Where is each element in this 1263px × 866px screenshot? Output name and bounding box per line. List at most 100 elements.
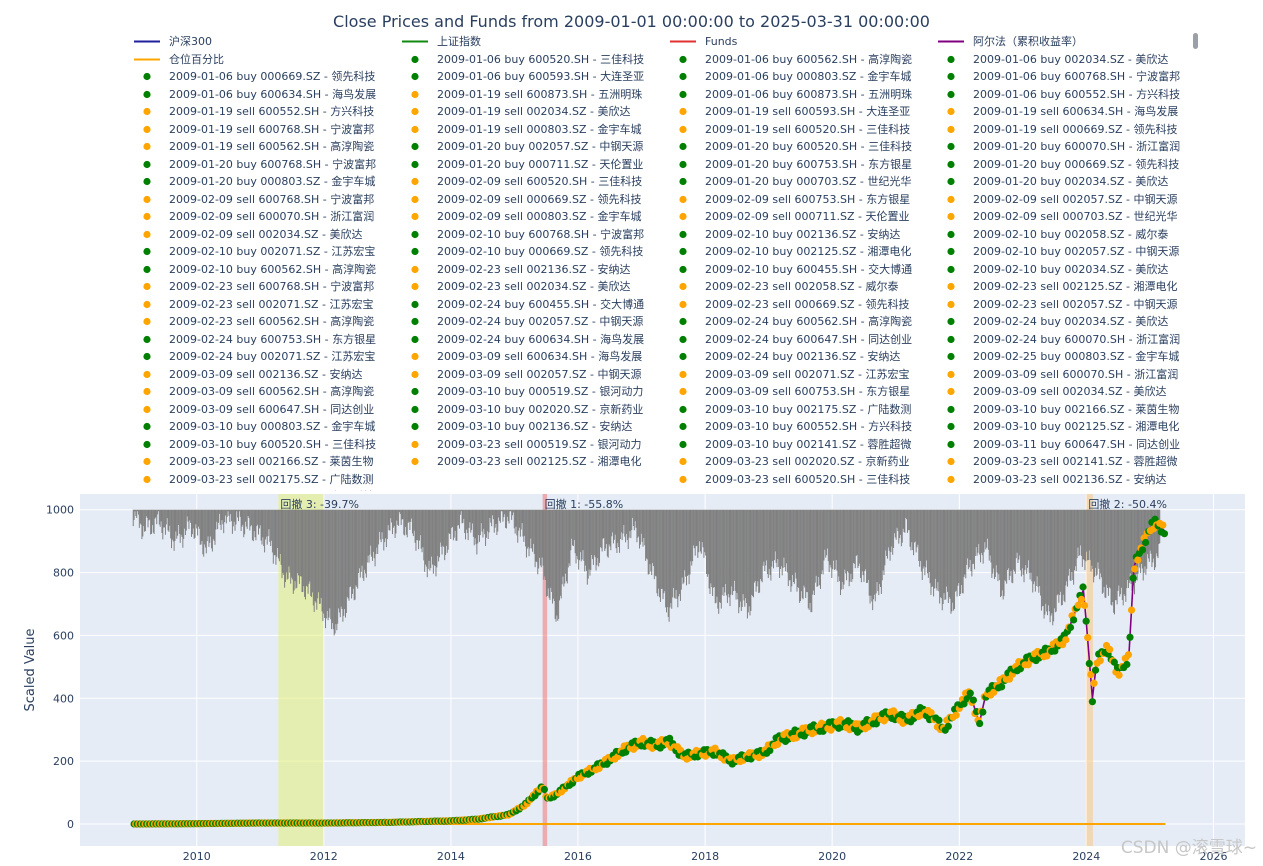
legend-trade-item[interactable]: 2009-02-23 sell 002136.SZ - 安纳达 <box>400 261 662 278</box>
legend-trade-item[interactable]: 2009-03-10 buy 002175.SZ - 广陆数测 <box>668 401 930 418</box>
legend-trade-item[interactable]: 2009-02-10 buy 600562.SH - 高淳陶瓷 <box>132 261 394 278</box>
legend-trade-item[interactable]: 2009-03-11 buy 600647.SH - 同达创业 <box>936 436 1192 453</box>
legend-trade-item[interactable]: 2009-03-23 sell 002136.SZ - 安纳达 <box>936 471 1192 488</box>
legend-trade-item[interactable]: 2009-02-10 buy 002034.SZ - 美欣达 <box>936 261 1192 278</box>
legend-trade-item[interactable]: 2009-02-23 sell 000669.SZ - 领先科技 <box>668 296 930 313</box>
legend-trade-item[interactable]: 2009-02-10 buy 002071.SZ - 江苏宏宝 <box>132 243 394 260</box>
legend-trade-item[interactable]: 2009-03-09 sell 600753.SH - 东方银星 <box>668 383 930 400</box>
legend-trade-item[interactable]: 2009-02-09 sell 600768.SH - 宁波富邦 <box>132 191 394 208</box>
legend-trade-item[interactable]: 2009-02-24 buy 600753.SH - 东方银星 <box>132 331 394 348</box>
legend-line-item[interactable]: 仓位百分比 <box>132 51 394 68</box>
legend-trade-item[interactable]: 2009-03-10 buy 000803.SZ - 金宇车城 <box>132 418 394 435</box>
legend-trade-item[interactable]: 2009-01-19 sell 000803.SZ - 金宇车城 <box>400 121 662 138</box>
legend-trade-item[interactable]: 2009-01-06 buy 000669.SZ - 领先科技 <box>132 68 394 85</box>
legend-trade-item[interactable]: 2009-03-10 buy 600552.SH - 方兴科技 <box>668 418 930 435</box>
legend-line-item[interactable]: 阿尔法（累积收益率） <box>936 33 1192 50</box>
legend-trade-item[interactable]: 2009-02-24 buy 600562.SH - 高淳陶瓷 <box>668 313 930 330</box>
legend-trade-item[interactable]: 2009-02-10 buy 002125.SZ - 湘潭电化 <box>668 243 930 260</box>
legend-trade-item[interactable]: 2009-03-09 sell 002136.SZ - 安纳达 <box>132 366 394 383</box>
legend-trade-item[interactable]: 2009-02-09 sell 002034.SZ - 美欣达 <box>132 226 394 243</box>
legend-trade-item[interactable]: 2009-01-06 buy 600873.SH - 五洲明珠 <box>668 86 930 103</box>
legend-trade-item[interactable]: 2009-02-23 sell 002058.SZ - 威尔泰 <box>668 278 930 295</box>
legend-scrollbar[interactable] <box>1193 33 1198 49</box>
legend-trade-item[interactable]: 2009-01-06 buy 600593.SH - 大连圣亚 <box>400 68 662 85</box>
legend-trade-item[interactable]: 2009-03-09 sell 002034.SZ - 美欣达 <box>936 383 1192 400</box>
legend-trade-item[interactable]: 2009-01-19 sell 600552.SH - 方兴科技 <box>132 103 394 120</box>
legend-trade-item[interactable]: 2009-03-10 buy 002125.SZ - 湘潭电化 <box>936 418 1192 435</box>
legend-trade-item[interactable]: 2009-03-23 sell 002141.SZ - 蓉胜超微 <box>936 453 1192 470</box>
legend-trade-item[interactable]: 2009-01-20 buy 002057.SZ - 中钢天源 <box>400 138 662 155</box>
legend-trade-item[interactable]: 2009-02-23 sell 002071.SZ - 江苏宏宝 <box>132 296 394 313</box>
legend-trade-item[interactable]: 2009-01-19 sell 600634.SH - 海鸟发展 <box>936 103 1192 120</box>
legend-trade-item[interactable]: 2009-02-10 buy 002136.SZ - 安纳达 <box>668 226 930 243</box>
legend-trade-item[interactable]: 2009-03-10 buy 600520.SH - 三佳科技 <box>132 436 394 453</box>
legend-trade-item[interactable]: 2009-01-20 buy 600070.SH - 浙江富润 <box>936 138 1192 155</box>
legend-line-item[interactable]: 沪深300 <box>132 33 394 50</box>
legend-trade-item[interactable]: 2009-02-09 sell 600753.SH - 东方银星 <box>668 191 930 208</box>
legend-trade-item[interactable]: 2009-02-24 buy 600070.SH - 浙江富润 <box>936 331 1192 348</box>
legend-trade-item[interactable]: 2009-03-09 sell 600634.SH - 海鸟发展 <box>400 348 662 365</box>
legend-trade-item[interactable]: 2009-01-19 sell 600768.SH - 宁波富邦 <box>132 121 394 138</box>
legend-trade-item[interactable]: 2009-02-09 sell 000703.SZ - 世纪光华 <box>936 208 1192 225</box>
legend-trade-item[interactable]: 2009-02-23 sell 002034.SZ - 美欣达 <box>400 278 662 295</box>
legend-trade-item[interactable]: 2009-03-10 buy 002141.SZ - 蓉胜超微 <box>668 436 930 453</box>
legend-trade-item[interactable]: 2009-03-09 sell 600070.SH - 浙江富润 <box>936 366 1192 383</box>
legend-trade-item[interactable]: 2009-02-24 buy 600455.SH - 交大博通 <box>400 296 662 313</box>
chart-legend[interactable]: 沪深300 上证指数 Funds 阿尔法（累积收益率） 仓位百分比 2009-01-06 … <box>132 33 1192 491</box>
legend-line-item[interactable]: Funds <box>668 33 930 50</box>
legend-trade-item[interactable]: 2009-01-19 sell 002034.SZ - 美欣达 <box>400 103 662 120</box>
legend-trade-item[interactable]: 2009-01-19 sell 600593.SH - 大连圣亚 <box>668 103 930 120</box>
legend-trade-item[interactable]: 2009-03-09 sell 002071.SZ - 江苏宏宝 <box>668 366 930 383</box>
legend-trade-item[interactable]: 2009-02-10 buy 600455.SH - 交大博通 <box>668 261 930 278</box>
legend-trade-item[interactable]: 2009-01-19 sell 000669.SZ - 领先科技 <box>936 121 1192 138</box>
legend-trade-item[interactable]: 2009-01-06 buy 600634.SH - 海鸟发展 <box>132 86 394 103</box>
legend-trade-item[interactable]: 2009-02-24 buy 002136.SZ - 安纳达 <box>668 348 930 365</box>
legend-trade-item[interactable]: 2009-01-19 sell 600562.SH - 高淳陶瓷 <box>132 138 394 155</box>
legend-trade-item[interactable]: 2009-02-24 buy 600647.SH - 同达创业 <box>668 331 930 348</box>
legend-trade-item[interactable]: 2009-02-09 sell 002057.SZ - 中钢天源 <box>936 191 1192 208</box>
legend-trade-item[interactable]: 2009-01-20 buy 000703.SZ - 世纪光华 <box>668 173 930 190</box>
legend-trade-item[interactable]: 2009-03-23 sell 002020.SZ - 京新药业 <box>668 453 930 470</box>
legend-trade-item[interactable]: 2009-02-24 buy 600634.SH - 海鸟发展 <box>400 331 662 348</box>
legend-trade-item[interactable]: 2009-02-09 sell 000803.SZ - 金宇车城 <box>400 208 662 225</box>
legend-trade-item[interactable]: 2009-01-20 buy 002034.SZ - 美欣达 <box>936 173 1192 190</box>
legend-trade-item[interactable]: 2009-01-06 buy 600768.SH - 宁波富邦 <box>936 68 1192 85</box>
legend-trade-item[interactable]: 2009-02-23 sell 002057.SZ - 中钢天源 <box>936 296 1192 313</box>
legend-trade-item[interactable]: 2009-02-23 sell 600562.SH - 高淳陶瓷 <box>132 313 394 330</box>
legend-trade-item[interactable]: 2009-03-23 sell 000519.SZ - 银河动力 <box>400 436 662 453</box>
legend-trade-item[interactable]: 2009-01-20 buy 000669.SZ - 领先科技 <box>936 156 1192 173</box>
legend-trade-item[interactable]: 2009-03-23 sell 002166.SZ - 莱茵生物 <box>132 453 394 470</box>
legend-trade-item[interactable]: 2009-01-19 sell 600520.SH - 三佳科技 <box>668 121 930 138</box>
legend-trade-item[interactable]: 2009-03-10 buy 002136.SZ - 安纳达 <box>400 418 662 435</box>
legend-trade-item[interactable]: 2009-01-20 buy 600768.SH - 宁波富邦 <box>132 156 394 173</box>
legend-trade-item[interactable]: 2009-02-25 buy 000803.SZ - 金宇车城 <box>936 348 1192 365</box>
legend-trade-item[interactable]: 2009-02-10 buy 000669.SZ - 领先科技 <box>400 243 662 260</box>
legend-trade-item[interactable]: 2009-02-24 buy 002071.SZ - 江苏宏宝 <box>132 348 394 365</box>
legend-trade-item[interactable]: 2009-02-09 sell 000711.SZ - 天伦置业 <box>668 208 930 225</box>
legend-trade-item[interactable]: 2009-01-06 buy 600552.SH - 方兴科技 <box>936 86 1192 103</box>
legend-trade-item[interactable]: 2009-02-10 buy 002058.SZ - 威尔泰 <box>936 226 1192 243</box>
legend-trade-item[interactable]: 2009-02-24 buy 002057.SZ - 中钢天源 <box>400 313 662 330</box>
legend-trade-item[interactable]: 2009-01-20 buy 600520.SH - 三佳科技 <box>668 138 930 155</box>
legend-trade-item[interactable]: 2009-01-06 buy 600520.SH - 三佳科技 <box>400 51 662 68</box>
legend-trade-item[interactable]: 2009-01-06 buy 600562.SH - 高淳陶瓷 <box>668 51 930 68</box>
legend-trade-item[interactable]: 2009-03-09 sell 600562.SH - 高淳陶瓷 <box>132 383 394 400</box>
legend-trade-item[interactable]: 2009-03-10 buy 002166.SZ - 莱茵生物 <box>936 401 1192 418</box>
legend-trade-item[interactable]: 2009-02-10 buy 002057.SZ - 中钢天源 <box>936 243 1192 260</box>
legend-trade-item[interactable]: 2009-02-10 buy 600768.SH - 宁波富邦 <box>400 226 662 243</box>
legend-trade-item[interactable]: 2009-03-10 buy 002020.SZ - 京新药业 <box>400 401 662 418</box>
legend-trade-item[interactable]: 2009-03-23 sell 002125.SZ - 湘潭电化 <box>400 453 662 470</box>
legend-trade-item[interactable]: 2009-03-09 sell 002057.SZ - 中钢天源 <box>400 366 662 383</box>
legend-trade-item[interactable]: 2009-03-23 sell 600520.SH - 三佳科技 <box>668 471 930 488</box>
legend-trade-item[interactable]: 2009-03-23 sell 600552.SH - 方兴科技 <box>132 488 394 491</box>
legend-trade-item[interactable]: 2009-03-10 buy 000519.SZ - 银河动力 <box>400 383 662 400</box>
legend-trade-item[interactable]: 2009-01-06 buy 002034.SZ - 美欣达 <box>936 51 1192 68</box>
legend-trade-item[interactable]: 2009-03-23 sell 002175.SZ - 广陆数测 <box>132 471 394 488</box>
legend-trade-item[interactable]: 2009-01-19 sell 600873.SH - 五洲明珠 <box>400 86 662 103</box>
legend-trade-item[interactable]: 2009-01-06 buy 000803.SZ - 金宇车城 <box>668 68 930 85</box>
legend-trade-item[interactable]: 2009-02-09 sell 600520.SH - 三佳科技 <box>400 173 662 190</box>
legend-trade-item[interactable]: 2009-02-23 sell 002125.SZ - 湘潭电化 <box>936 278 1192 295</box>
legend-trade-item[interactable]: 2009-01-20 buy 600753.SH - 东方银星 <box>668 156 930 173</box>
legend-trade-item[interactable]: 2009-02-23 sell 600768.SH - 宁波富邦 <box>132 278 394 295</box>
legend-trade-item[interactable]: 2009-02-24 buy 002034.SZ - 美欣达 <box>936 313 1192 330</box>
